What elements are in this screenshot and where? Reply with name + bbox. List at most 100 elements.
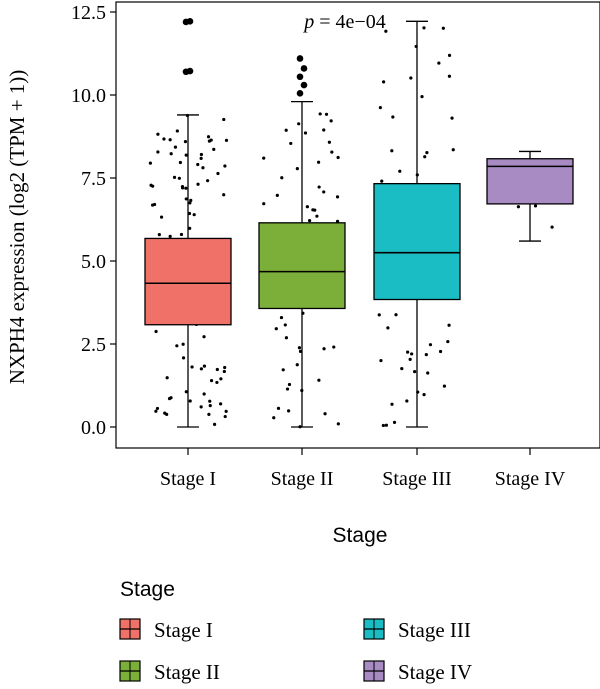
jitter-point (287, 409, 291, 413)
jitter-point (335, 219, 340, 223)
legend: Stage Stage I Stage II Stage III Stage IV (119, 578, 472, 684)
jitter-point (428, 343, 433, 347)
jitter-point (424, 353, 428, 357)
jitter-point (305, 205, 309, 209)
x-tick-label: Stage II (271, 468, 334, 490)
jitter-point (222, 117, 226, 122)
jitter-point (516, 205, 521, 209)
outlier-point (300, 81, 308, 89)
jitter-point (281, 368, 285, 372)
jitter-point (215, 380, 219, 385)
jitter-point (209, 379, 214, 383)
jitter-point (438, 349, 443, 354)
jitter-point (322, 347, 326, 351)
jitter-point (276, 406, 281, 410)
jitter-point (187, 211, 192, 216)
jitter-point (206, 135, 211, 139)
jitter-point (378, 106, 383, 110)
jitter-point (207, 412, 211, 416)
jitter-point (390, 149, 394, 153)
jitter-point (167, 397, 172, 401)
jitter-point (156, 132, 160, 136)
jitter-point (446, 339, 450, 344)
jitter-point (322, 190, 326, 194)
jitter-point (400, 366, 404, 371)
jitter-point (188, 201, 192, 205)
legend-item: Stage I (119, 618, 213, 642)
jitter-point (423, 155, 427, 159)
jitter-point (336, 422, 340, 426)
jitter-point (212, 422, 217, 426)
jitter-point (322, 128, 326, 132)
jitter-point (155, 406, 160, 411)
jitter-point (208, 404, 212, 408)
jitter-point (208, 399, 212, 403)
outlier-point (296, 90, 304, 97)
jitter-point (184, 153, 188, 157)
jitter-point (156, 150, 160, 154)
jitter-point (222, 193, 226, 197)
jitter-point (295, 363, 299, 367)
jitter-point (324, 112, 329, 116)
y-axis: 0.0 2.5 5.0 7.5 10.0 12.5 (71, 2, 116, 439)
jitter-point (280, 176, 284, 180)
jitter-point (297, 346, 302, 350)
jitter-point (317, 378, 321, 382)
p-symbol: p (302, 11, 314, 33)
box-iqr (144, 237, 232, 326)
jitter-point (422, 393, 426, 397)
jitter-point (447, 74, 452, 78)
jitter-point (173, 145, 178, 149)
jitter-point (409, 76, 413, 80)
jitter-point (172, 175, 177, 179)
jitter-point (206, 179, 210, 183)
y-tick-label: 2.5 (81, 334, 106, 356)
jitter-point (222, 369, 226, 374)
jitter-point (283, 323, 287, 327)
jitter-point (279, 315, 284, 320)
jitter-point (175, 344, 179, 348)
jitter-point (201, 166, 205, 170)
jitter-point (199, 152, 203, 157)
jitter-point (447, 53, 452, 58)
jitter-point (311, 208, 315, 212)
y-tick-label: 5.0 (81, 251, 106, 273)
jitter-point (154, 329, 158, 334)
jitter-point (381, 80, 386, 84)
jitter-point (287, 382, 292, 387)
jitter-point (425, 151, 429, 155)
jitter-point (327, 140, 331, 144)
box-iqr (373, 182, 461, 301)
x-tick-label: Stage IV (495, 468, 566, 490)
jitter-point (384, 29, 388, 33)
jitter-point (295, 167, 299, 171)
jitter-point (275, 193, 279, 197)
jitter-point (159, 215, 164, 219)
jitter-point (151, 184, 155, 188)
jitter-point (380, 179, 384, 183)
jitter-point (289, 141, 293, 146)
jitter-point (196, 162, 200, 167)
p-value: = 4e−04 (314, 11, 385, 33)
jitter-point (202, 364, 207, 368)
jitter-point (168, 234, 172, 238)
jitter-point (154, 409, 158, 413)
jitter-point (179, 232, 184, 237)
jitter-point (148, 161, 152, 165)
x-axis: Stage I Stage II Stage III Stage IV (160, 448, 566, 490)
jitter-point (329, 119, 333, 123)
outlier-point (186, 67, 194, 75)
jitter-point (330, 150, 334, 154)
jitter-point (285, 387, 290, 391)
jitter-point (392, 420, 397, 424)
jitter-point (335, 195, 340, 199)
jitter-point (212, 147, 216, 151)
legend-label: Stage III (398, 618, 471, 642)
jitter-point (550, 225, 554, 229)
jitter-point (332, 345, 336, 349)
jitter-point (422, 26, 426, 30)
jitter-point (316, 160, 321, 164)
legend-item: Stage II (119, 660, 220, 684)
jitter-point (272, 416, 276, 420)
